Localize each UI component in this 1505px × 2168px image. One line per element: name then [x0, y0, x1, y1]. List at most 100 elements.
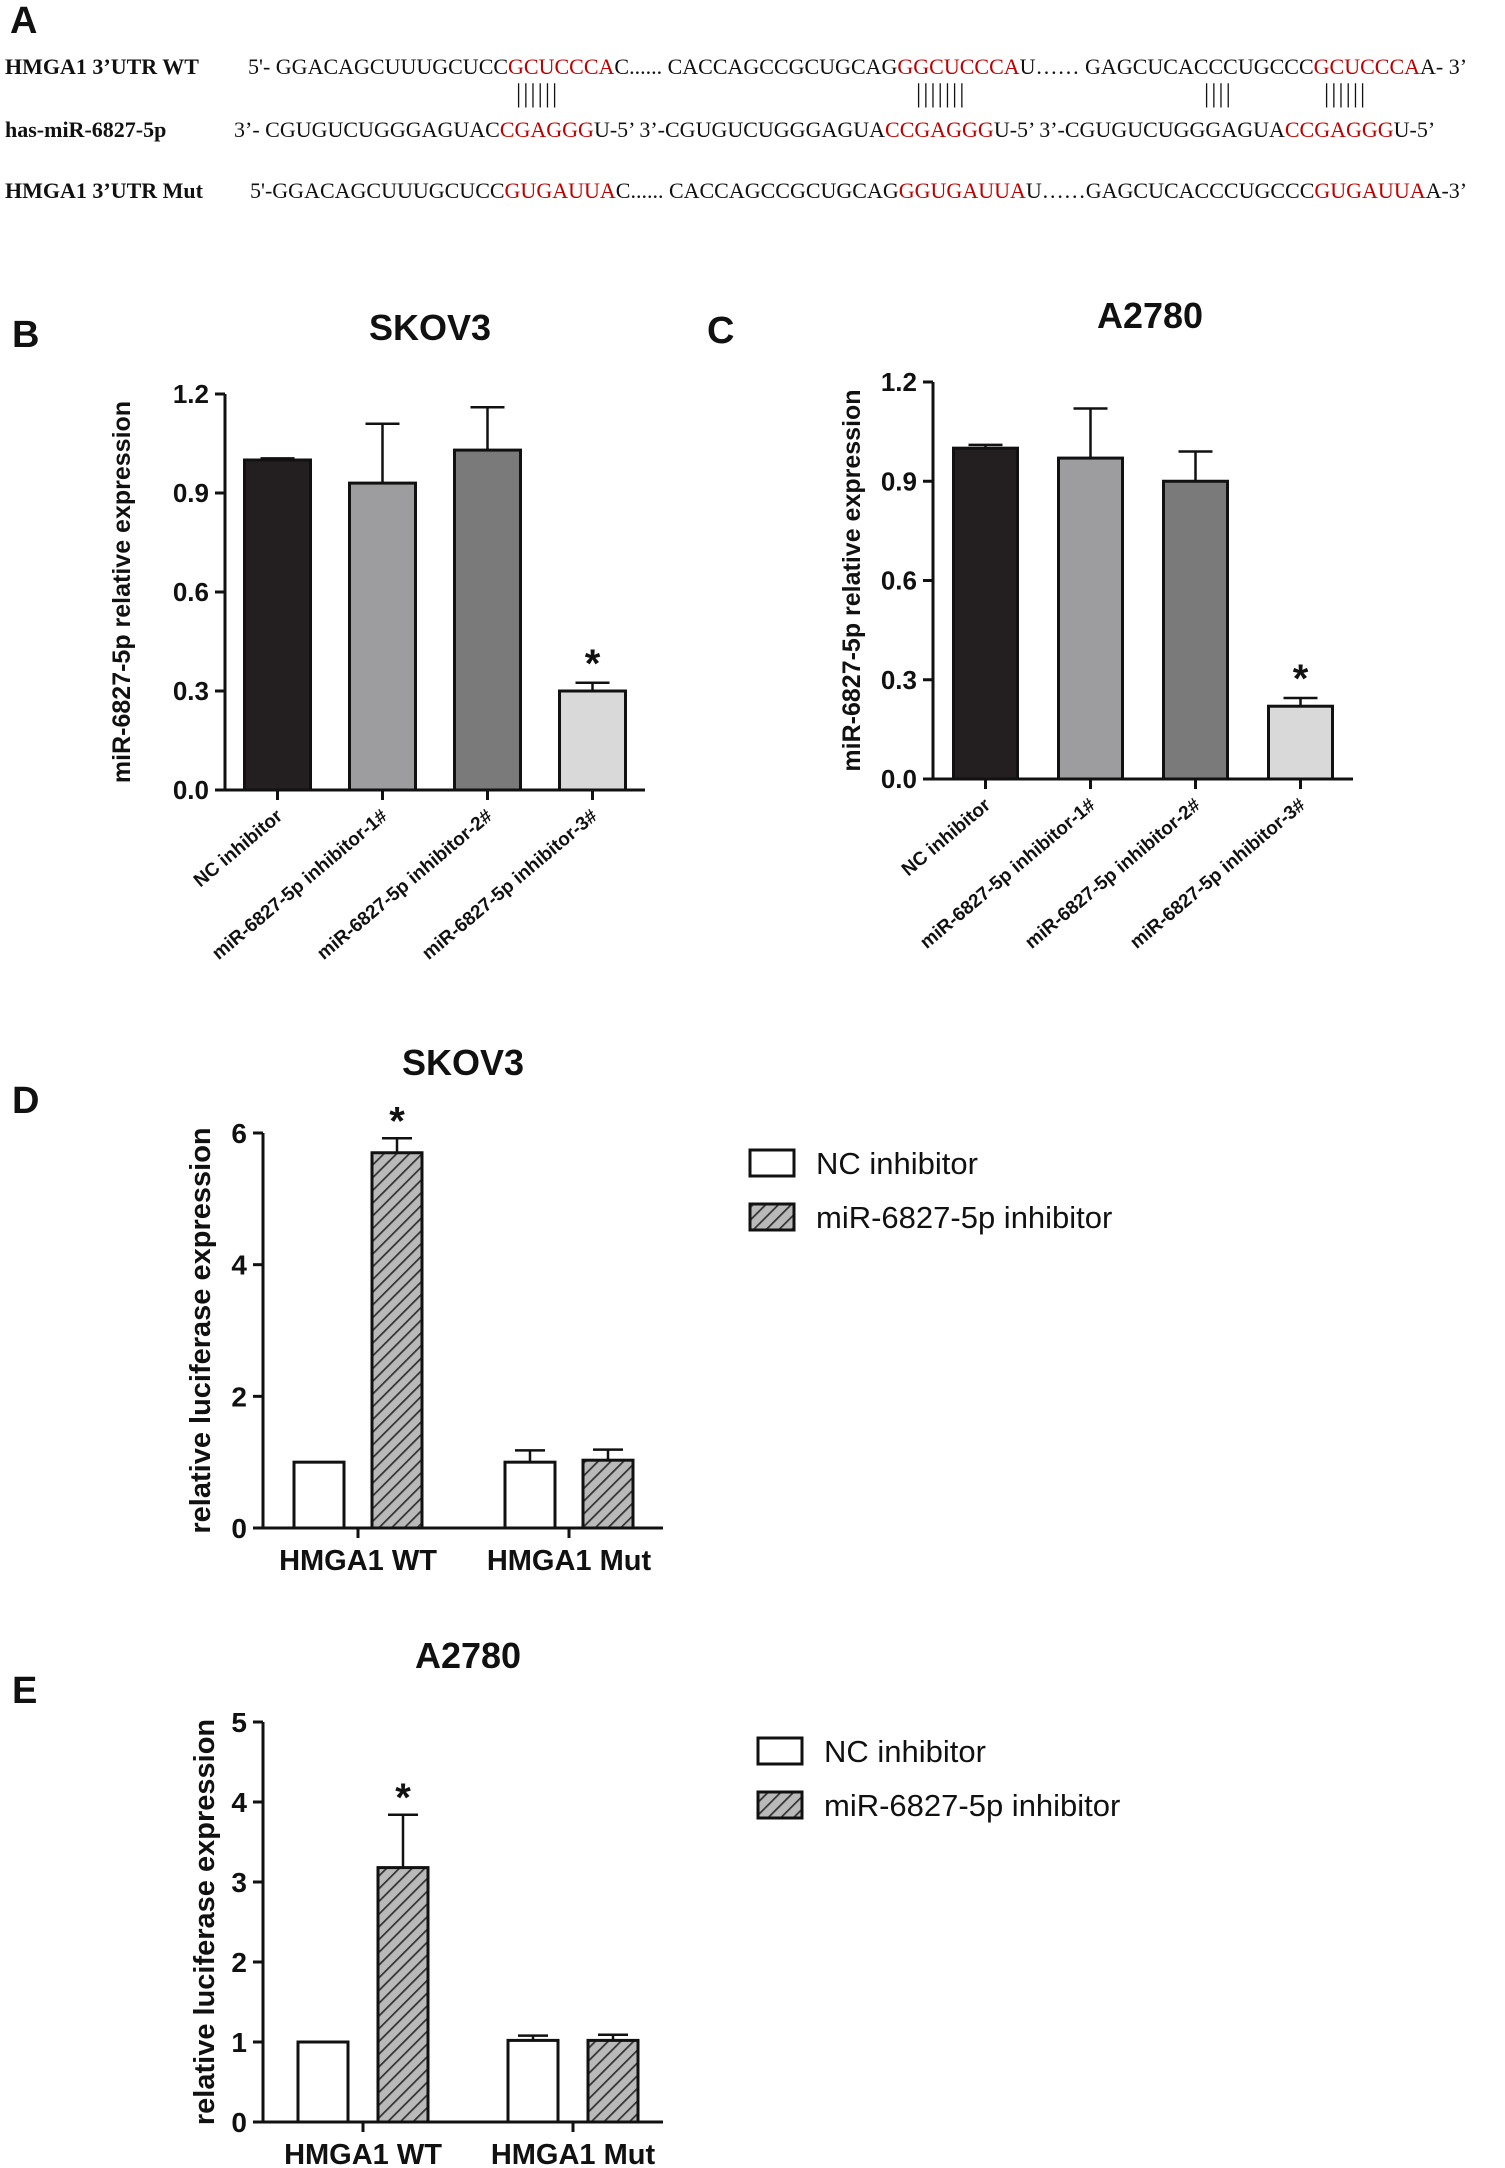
bar [581, 1458, 635, 1530]
y-tick-label: 0 [231, 1513, 247, 1544]
x-tick-label: HMGA1 WT [284, 2139, 442, 2168]
y-tick-label: 1.2 [173, 379, 209, 409]
bar [952, 446, 1019, 781]
bar [453, 448, 522, 792]
bar [1267, 704, 1334, 781]
chart-c-a2780-expression: A2780 miR-6827-5p relative expression 0.0 0… [838, 295, 1353, 953]
significance-marker: * [1293, 657, 1309, 701]
legend-swatch [756, 1790, 804, 1820]
highlighted-seed-segment: GCUCCCA [1313, 54, 1421, 79]
sequence-segment: A- 3’ [1420, 54, 1468, 79]
y-tick-label: 0.9 [173, 478, 209, 508]
base-pairing-lines-2: ||||||| [916, 79, 967, 108]
y-tick-label: 2 [231, 1947, 247, 1978]
highlighted-seed-segment: CCGAGGG [1284, 117, 1394, 142]
y-tick-label: 1.2 [881, 367, 917, 397]
panel-label-e: E [12, 1670, 38, 1712]
y-axis-label: relative luciferase expression [189, 1719, 221, 2125]
chart-title: A2780 [1097, 295, 1203, 336]
highlighted-seed-segment: CGAGGG [499, 117, 594, 142]
y-tick-label: 0.6 [881, 566, 917, 596]
legend-swatch [748, 1148, 796, 1178]
mir-sequence: 3’- CGUGUCUGGGAGUACCGAGGGU-5’ 3’-CGUGUCU… [234, 117, 1435, 143]
sequence-segment: 5'- GGACAGCUUUGCUCC [248, 54, 509, 79]
highlighted-seed-segment: CCGAGGG [885, 117, 994, 142]
panel-label-b: B [12, 314, 40, 356]
y-tick-label: 0.3 [881, 665, 917, 695]
sequence-segment: U-5’ 3’-CGUGUCUGGGAGUA [593, 117, 886, 142]
y-tick-label: 5 [231, 1707, 247, 1738]
base-pairing-lines-3b: |||||| [1324, 79, 1368, 108]
y-tick-label: 3 [231, 1867, 247, 1898]
bar [370, 1151, 424, 1530]
legend-label: NC inhibitor [824, 1734, 986, 1769]
y-tick-label: 0.0 [173, 775, 209, 805]
sequence-segment: U…… GAGCUCACCCUGCCC [1019, 54, 1314, 79]
chart-d-skov3-luciferase: SKOV3 relative luciferase expression 0 2 4 6 *… [185, 1042, 1112, 1577]
mut-sequence-label: HMGA1 3’UTR Mut [5, 178, 203, 203]
y-tick-label: 0.0 [881, 764, 917, 794]
y-tick-label: 0.9 [881, 466, 917, 496]
x-tick-label: miR-6827-5p inhibitor-3# [418, 805, 602, 964]
significance-marker: * [395, 1776, 411, 1820]
bar [296, 2040, 350, 2124]
sequence-segment: U-5’ 3’-CGUGUCUGGGAGUA [993, 117, 1285, 142]
legend-label: miR-6827-5p inhibitor [816, 1200, 1112, 1235]
x-tick-label: NC inhibitor [190, 805, 287, 891]
x-tick-label: HMGA1 Mut [491, 2139, 656, 2168]
highlighted-seed-segment: GCUCCCA [508, 54, 615, 79]
x-tick-label: NC inhibitor [898, 794, 995, 880]
y-axis-label: relative luciferase expression [185, 1127, 217, 1533]
bar [1057, 456, 1124, 781]
chart-title: A2780 [415, 1635, 521, 1676]
legend-label: NC inhibitor [816, 1146, 978, 1181]
x-tick-label: miR-6827-5p inhibitor-2# [313, 805, 497, 964]
wt-sequence: 5'- GGACAGCUUUGCUCCGCUCCCAC...... CACCAG… [248, 54, 1467, 80]
mir-sequence-label: has-miR-6827-5p [5, 117, 167, 142]
x-tick-label: miR-6827-5p inhibitor-1# [208, 805, 392, 964]
bar [558, 689, 627, 792]
y-axis-label: miR-6827-5p relative expression [108, 401, 136, 783]
x-tick-label: miR-6827-5p inhibitor-2# [1021, 794, 1205, 953]
sequence-segment: 5'-GGACAGCUUUGCUCC [250, 178, 505, 203]
bar [503, 1460, 557, 1530]
highlighted-seed-segment: GUGAUUA [504, 178, 616, 203]
wt-sequence-label: HMGA1 3’UTR WT [5, 54, 199, 79]
chart-e-a2780-luciferase: A2780 relative luciferase expression 0 1 2 3 4… [189, 1635, 1120, 2168]
legend-swatch [748, 1202, 796, 1232]
y-tick-label: 4 [231, 1250, 247, 1281]
chart-title: SKOV3 [402, 1042, 524, 1083]
highlighted-seed-segment: GGCUCCCA [897, 54, 1020, 79]
sequence-segment: C...... CACCAGCCGCUGCAG [615, 178, 899, 203]
legend-label: miR-6827-5p inhibitor [824, 1788, 1120, 1823]
bar [243, 458, 312, 792]
panel-label-c: C [707, 310, 735, 352]
bar [376, 1866, 430, 2124]
y-tick-label: 2 [231, 1381, 247, 1412]
highlighted-seed-segment: GUGAUUA [1314, 178, 1426, 203]
bar [506, 2038, 560, 2124]
chart-title: SKOV3 [369, 307, 491, 348]
x-tick-label: HMGA1 Mut [487, 1545, 652, 1577]
y-axis-label: miR-6827-5p relative expression [838, 389, 866, 771]
bar [292, 1460, 346, 1530]
y-tick-label: 0 [231, 2107, 247, 2138]
sequence-segment: U……GAGCUCACCCUGCCC [1025, 178, 1315, 203]
bar [348, 481, 417, 792]
bar [1162, 479, 1229, 781]
base-pairing-lines-3a: |||| [1204, 79, 1233, 108]
significance-marker: * [585, 642, 601, 686]
x-tick-label: miR-6827-5p inhibitor-3# [1126, 794, 1310, 953]
panel-label-a: A [10, 0, 38, 42]
sequence-segment: U-5’ [1393, 117, 1436, 142]
chart-b-skov3-expression: SKOV3 miR-6827-5p relative expression 0.0 0… [108, 307, 645, 964]
highlighted-seed-segment: GGUGAUUA [898, 178, 1026, 203]
significance-marker: * [389, 1099, 405, 1143]
y-tick-label: 1 [231, 2027, 247, 2058]
panel-label-d: D [12, 1080, 40, 1122]
base-pairing-lines-1: |||||| [516, 79, 560, 108]
y-tick-label: 4 [231, 1787, 247, 1818]
x-tick-label: miR-6827-5p inhibitor-1# [916, 794, 1100, 953]
sequence-segment: 3’- CGUGUCUGGGAGUAC [234, 117, 500, 142]
y-tick-label: 0.3 [173, 676, 209, 706]
